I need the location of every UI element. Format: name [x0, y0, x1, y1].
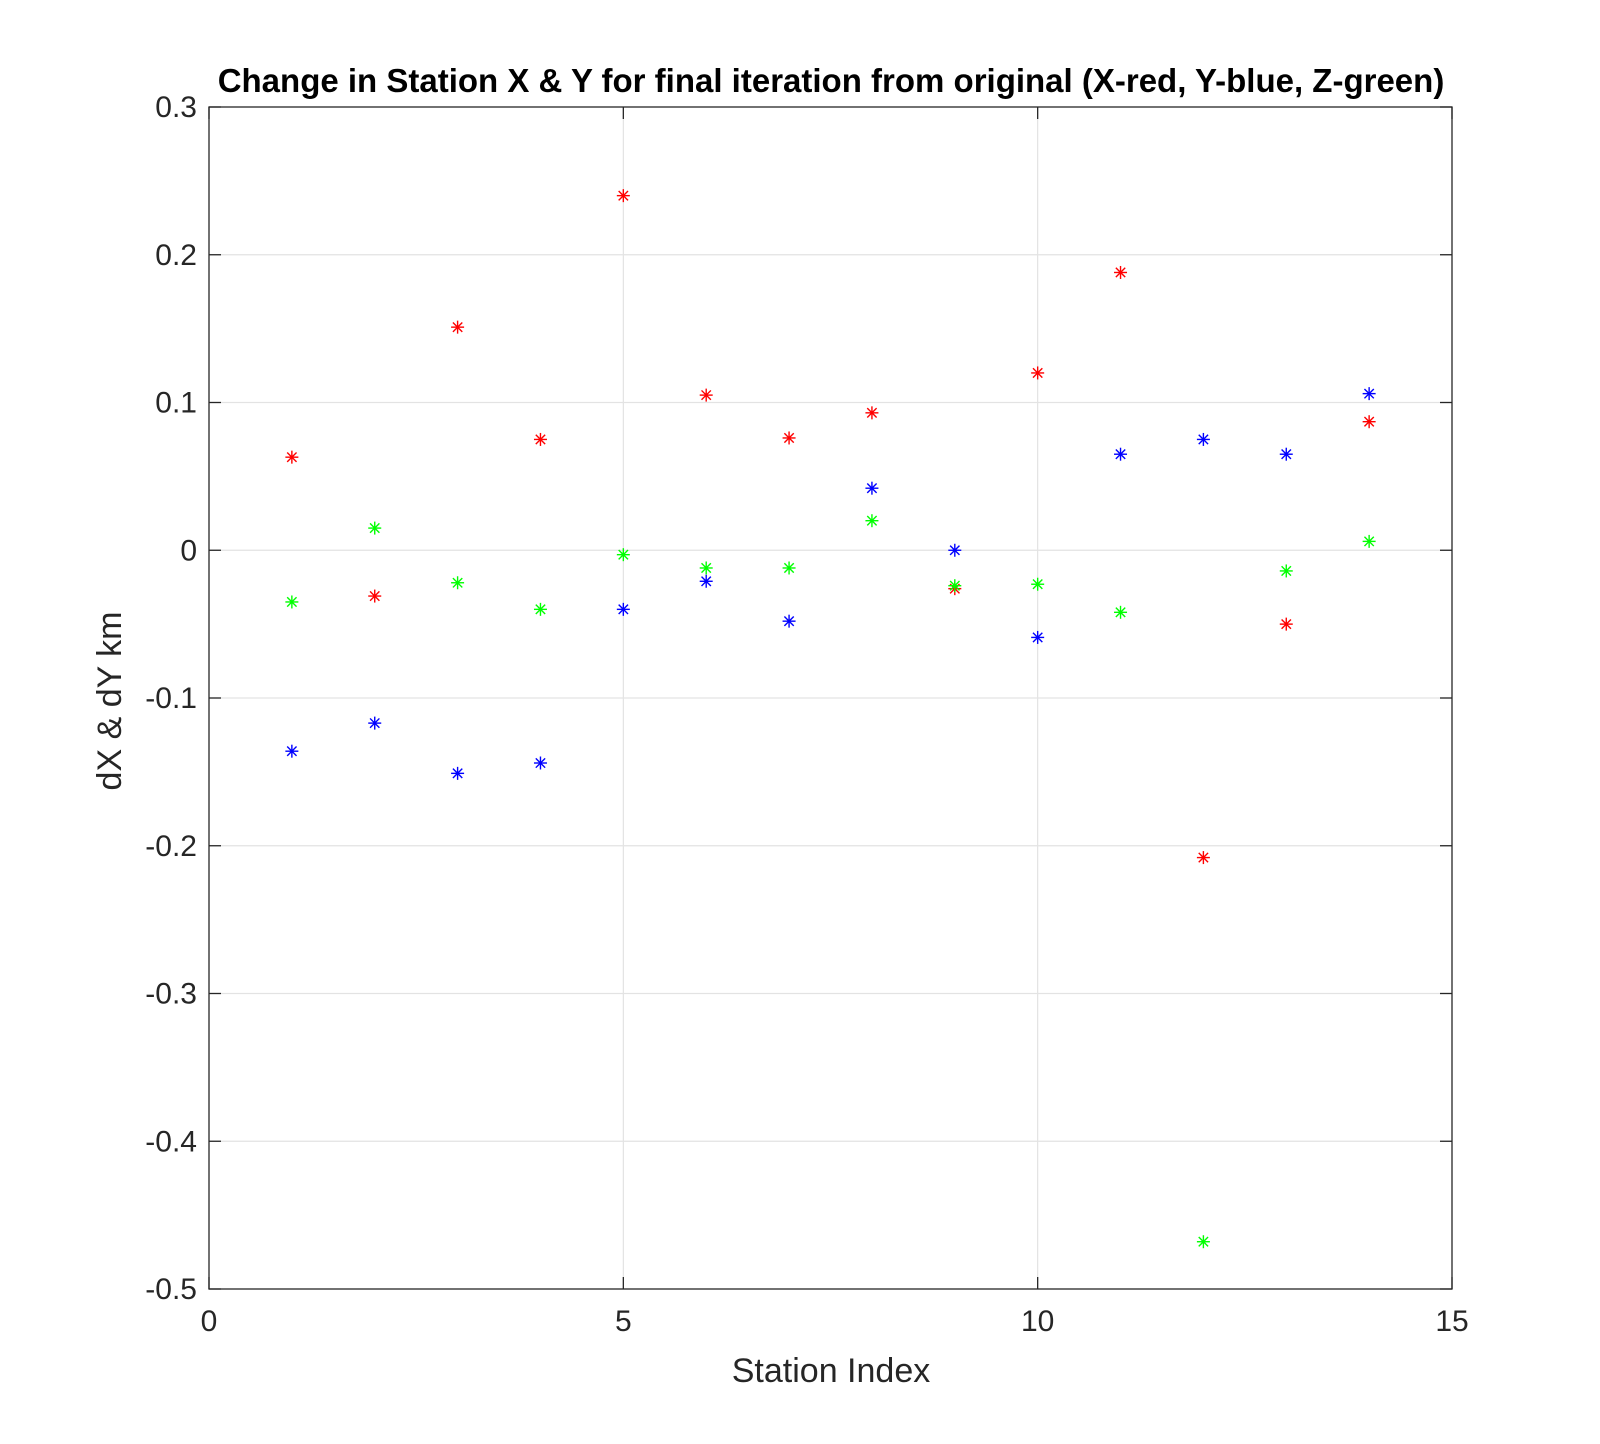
x-tick-label: 0 [201, 1305, 218, 1338]
x-tick-label: 15 [1435, 1305, 1468, 1338]
series-0-point-6 [782, 431, 796, 445]
series-0-point-10 [1114, 265, 1128, 279]
series-1-point-13 [1362, 387, 1376, 401]
series-1-point-2 [451, 766, 465, 780]
series-1-point-11 [1196, 432, 1210, 446]
x-axis-label: Station Index [732, 1352, 930, 1390]
series-2-point-2 [451, 576, 465, 590]
series-0-point-3 [533, 432, 547, 446]
series-0-point-4 [616, 189, 630, 203]
series-0-point-0 [285, 450, 299, 464]
y-tick-label: -0.4 [145, 1125, 197, 1158]
y-tick-label: -0.1 [145, 682, 197, 715]
x-tick-labels: 0 5 10 15 [201, 1305, 1469, 1338]
series-1-point-1 [368, 716, 382, 730]
series-1-point-0 [285, 744, 299, 758]
series-2-point-5 [699, 561, 713, 575]
series-2-point-13 [1362, 534, 1376, 548]
series-2-point-10 [1114, 605, 1128, 619]
series-1-point-10 [1114, 447, 1128, 461]
chart-title: Change in Station X & Y for final iterat… [218, 62, 1445, 99]
series-2-point-12 [1279, 564, 1293, 578]
series-0-point-1 [368, 589, 382, 603]
series-2-point-8 [948, 579, 962, 593]
series-1-point-6 [782, 614, 796, 628]
series-0-point-9 [1031, 366, 1045, 380]
grid-lines [209, 107, 1452, 1289]
tick-marks [208, 106, 1453, 1290]
series-1-point-8 [948, 543, 962, 557]
x-tick-label: 5 [615, 1305, 632, 1338]
series-0-point-11 [1196, 851, 1210, 865]
y-axis-label: dX & dY km [91, 612, 129, 791]
series-2-point-9 [1031, 577, 1045, 591]
y-tick-label: 0.3 [155, 91, 197, 124]
series-2-point-4 [616, 548, 630, 562]
series-2-point-1 [368, 521, 382, 535]
y-tick-labels: -0.5 -0.4 -0.3 -0.2 -0.1 0 0.1 0.2 0.3 [145, 91, 197, 1306]
y-tick-label: 0 [180, 534, 197, 567]
series-0-point-12 [1279, 617, 1293, 631]
y-tick-label: -0.3 [145, 978, 197, 1011]
series-1-point-12 [1279, 447, 1293, 461]
series-2-point-6 [782, 561, 796, 575]
series-1-point-4 [616, 602, 630, 616]
series-2-point-7 [865, 514, 879, 528]
y-tick-label: -0.2 [145, 830, 197, 863]
series-2-point-0 [285, 595, 299, 609]
series-1-point-7 [865, 481, 879, 495]
series-2-point-3 [533, 602, 547, 616]
series-2-point-11 [1196, 1235, 1210, 1249]
series-0-point-2 [451, 320, 465, 334]
series-1-point-3 [533, 756, 547, 770]
y-tick-label: 0.1 [155, 387, 197, 420]
y-tick-label: -0.5 [145, 1273, 197, 1306]
series-0-point-13 [1362, 415, 1376, 429]
series-1-point-5 [699, 574, 713, 588]
series-0-point-5 [699, 388, 713, 402]
data-points [285, 189, 1376, 1249]
series-1-point-9 [1031, 630, 1045, 644]
x-tick-label: 10 [1021, 1305, 1054, 1338]
y-tick-label: 0.2 [155, 239, 197, 272]
series-0-point-7 [865, 406, 879, 420]
